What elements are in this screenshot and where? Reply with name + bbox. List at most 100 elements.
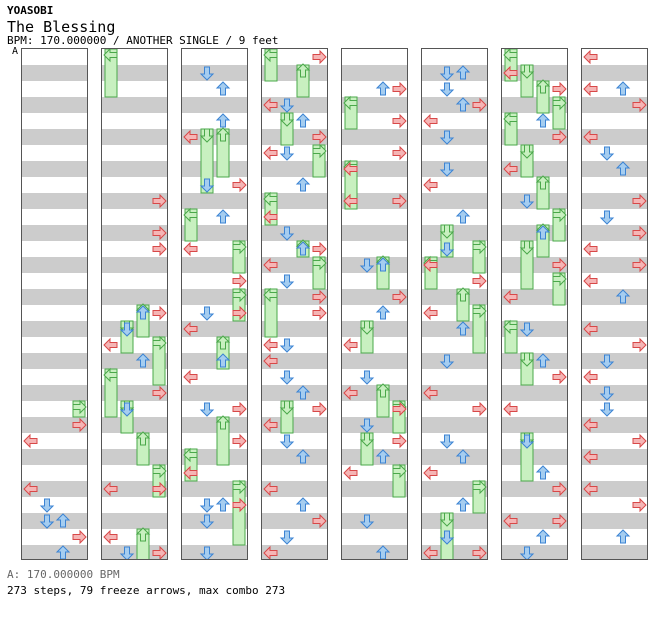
- step-arrow-up: [295, 241, 311, 256]
- step-arrow-down: [519, 434, 535, 449]
- step-arrow-left: [343, 193, 358, 209]
- step-arrow-right: [552, 481, 567, 497]
- step-column-svg: [423, 65, 487, 559]
- step-arrow-down: [519, 546, 535, 559]
- step-arrow-down: [359, 418, 375, 433]
- step-arrow-down: [199, 178, 215, 193]
- step-arrow-left: [583, 417, 598, 433]
- freeze-head-down: [359, 320, 375, 335]
- freeze-head-up: [375, 383, 391, 398]
- song-title: The Blessing: [7, 18, 116, 36]
- freeze-head-up: [135, 527, 151, 542]
- step-arrow-right: [152, 305, 167, 321]
- freeze-arrow-left: [104, 368, 118, 418]
- step-arrow-left: [183, 129, 198, 145]
- step-arrow-up: [375, 305, 391, 320]
- step-arrow-right: [552, 129, 567, 145]
- step-arrow-right: [632, 257, 647, 273]
- step-arrow-left: [423, 465, 438, 481]
- step-arrow-down: [199, 546, 215, 559]
- freeze-head-right: [552, 207, 567, 223]
- freeze-head-left: [503, 319, 518, 335]
- step-arrow-up: [295, 177, 311, 192]
- section-tag: A: [12, 46, 19, 57]
- chart-column-4: [261, 48, 328, 560]
- step-arrow-left: [583, 369, 598, 385]
- freeze-head-right: [312, 255, 327, 271]
- step-arrow-down: [439, 82, 455, 97]
- step-arrow-right: [232, 177, 247, 193]
- step-arrow-down: [39, 498, 55, 513]
- step-arrow-right: [632, 193, 647, 209]
- freeze-head-up: [455, 287, 471, 302]
- step-arrow-down: [359, 514, 375, 529]
- step-arrow-up: [55, 545, 71, 559]
- step-arrow-right: [632, 497, 647, 513]
- step-arrow-up: [455, 65, 471, 80]
- freeze-head-right: [472, 239, 487, 255]
- step-arrow-left: [503, 401, 518, 417]
- step-arrow-up: [535, 225, 551, 240]
- freeze-head-right: [552, 271, 567, 287]
- step-arrow-down: [119, 402, 135, 417]
- step-arrow-left: [423, 257, 438, 273]
- step-arrow-down: [279, 98, 295, 113]
- artist-name: YOASOBI: [7, 4, 54, 17]
- step-arrow-right: [632, 225, 647, 241]
- step-arrow-right: [552, 81, 567, 97]
- step-arrow-down: [439, 530, 455, 545]
- step-arrow-down: [199, 514, 215, 529]
- step-arrow-right: [72, 529, 87, 545]
- step-arrow-up: [615, 289, 631, 304]
- freeze-head-left: [263, 191, 278, 207]
- freeze-head-left: [263, 49, 278, 63]
- step-arrow-up: [535, 465, 551, 480]
- step-arrow-up: [615, 529, 631, 544]
- step-arrow-down: [439, 434, 455, 449]
- freeze-head-up: [135, 431, 151, 446]
- step-column-svg: [183, 66, 247, 559]
- step-arrow-right: [312, 305, 327, 321]
- freeze-head-down: [519, 240, 535, 255]
- step-arrow-right: [152, 481, 167, 497]
- freeze-head-up: [215, 335, 231, 350]
- chart-meta: BPM: 170.000000 / ANOTHER SINGLE / 9 fee…: [7, 34, 279, 47]
- step-arrow-right: [632, 433, 647, 449]
- step-arrow-down: [199, 498, 215, 513]
- freeze-head-left: [183, 207, 198, 223]
- step-arrow-up: [615, 81, 631, 96]
- chart-column-2: [101, 48, 168, 560]
- step-arrow-down: [439, 354, 455, 369]
- freeze-arrow-right: [472, 304, 486, 354]
- step-arrow-down: [359, 258, 375, 273]
- step-arrow-left: [103, 529, 118, 545]
- step-arrow-up: [455, 497, 471, 512]
- step-arrow-up: [455, 449, 471, 464]
- step-arrow-left: [583, 481, 598, 497]
- step-arrow-down: [279, 338, 295, 353]
- step-arrow-down: [279, 226, 295, 241]
- chart-column-3: [181, 48, 248, 560]
- step-arrow-down: [279, 146, 295, 161]
- step-arrow-right: [392, 81, 407, 97]
- step-arrow-left: [503, 161, 518, 177]
- step-arrow-right: [472, 97, 487, 113]
- step-arrow-left: [343, 465, 358, 481]
- step-arrow-down: [599, 146, 615, 161]
- step-arrow-right: [392, 113, 407, 129]
- freeze-head-left: [503, 49, 518, 63]
- step-arrow-right: [152, 545, 167, 559]
- step-arrow-up: [615, 161, 631, 176]
- step-arrow-left: [423, 305, 438, 321]
- freeze-head-down: [519, 352, 535, 367]
- step-arrow-left: [183, 369, 198, 385]
- step-arrow-left: [183, 241, 198, 257]
- step-arrow-left: [583, 49, 598, 65]
- step-arrow-right: [552, 257, 567, 273]
- step-column-svg: [343, 81, 407, 559]
- step-arrow-right: [312, 401, 327, 417]
- freeze-head-left: [503, 111, 518, 127]
- step-arrow-left: [423, 113, 438, 129]
- step-arrow-up: [215, 497, 231, 512]
- step-arrow-left: [583, 129, 598, 145]
